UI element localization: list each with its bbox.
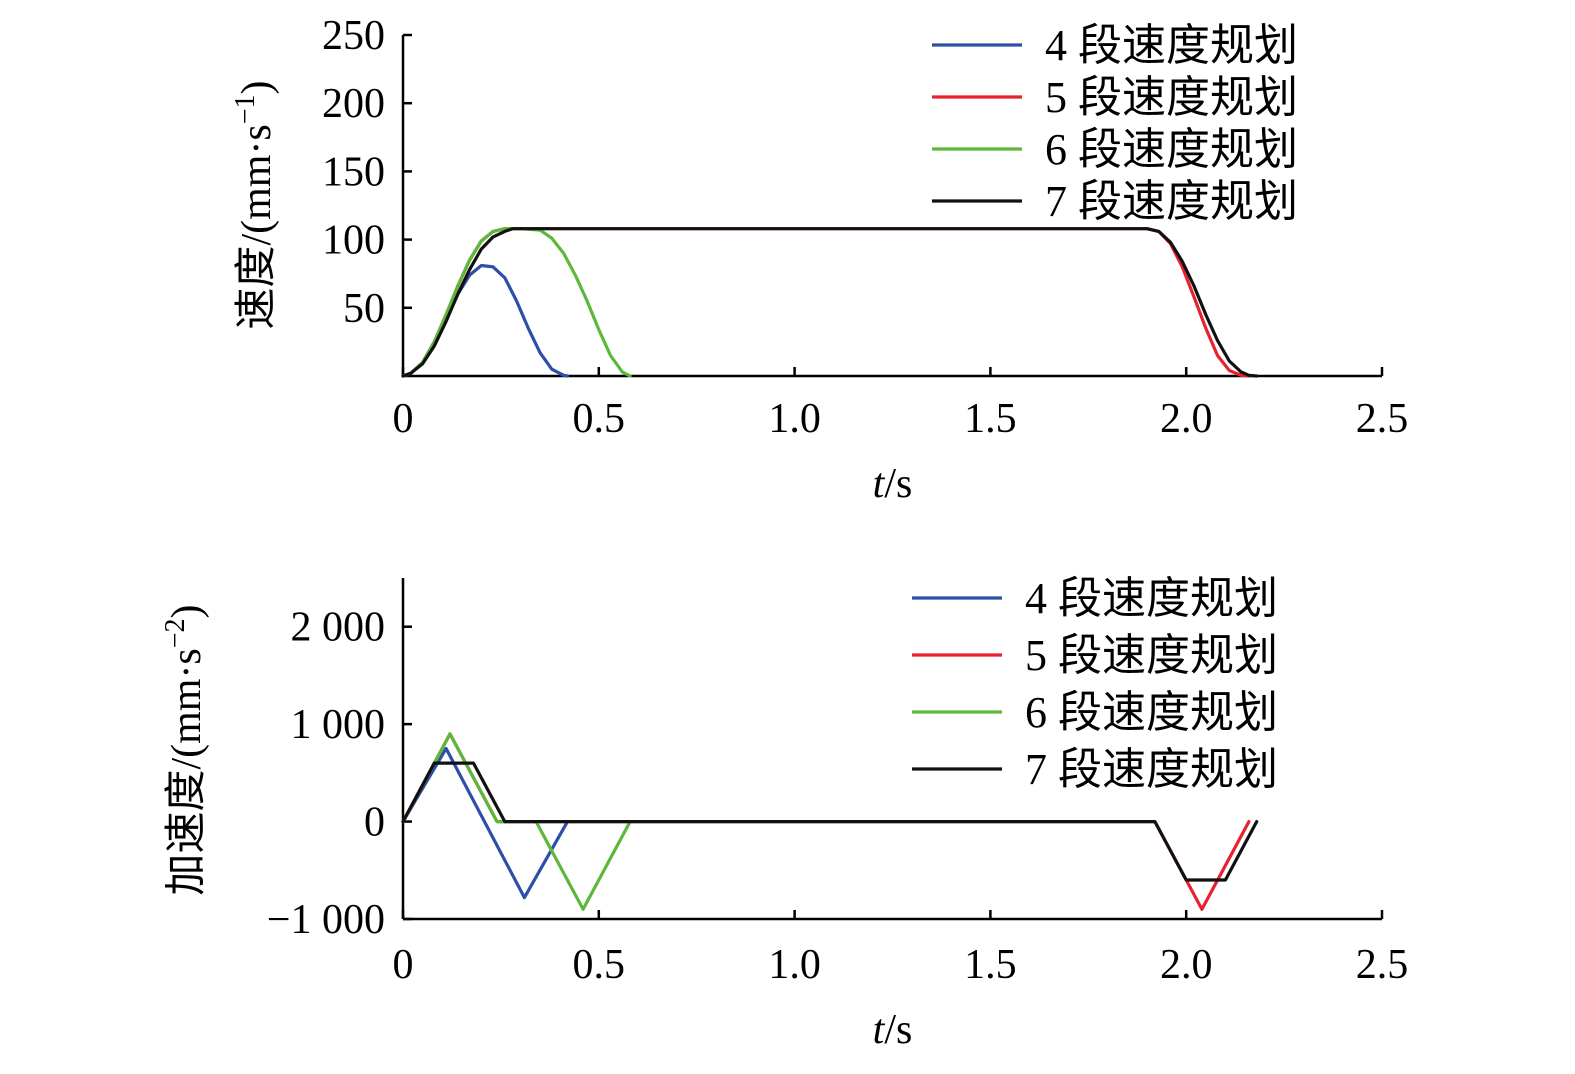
legend-label: 5 段速度规划 (1025, 631, 1278, 680)
y-tick-label: −1 000 (267, 897, 385, 943)
x-axis-title: t/s (873, 461, 913, 507)
y-tick-label: 150 (322, 149, 385, 195)
legend-label: 6 段速度规划 (1025, 688, 1278, 737)
series-line-4 (401, 746, 570, 900)
x-tick-label: 1.5 (964, 942, 1017, 988)
x-tick-label: 0.5 (573, 396, 626, 442)
legend-label: 7 段速度规划 (1045, 177, 1298, 226)
y-tick-label: 250 (322, 13, 385, 59)
y-axis-title-main: 速度/(mm·s (234, 124, 280, 329)
x-tick-label: 0 (393, 942, 414, 988)
x-axis-title-variable: t (873, 1007, 886, 1053)
legend-label: 4 段速度规划 (1025, 574, 1278, 623)
velocity-chart: 0 0.5 1.0 1.5 2.0 2.5 50 100 150 200 250 t/s 速度/(mm·… (230, 13, 1408, 507)
legend-label: 7 段速度规划 (1025, 745, 1278, 794)
x-axis-title-unit: /s (884, 1007, 912, 1053)
series-line-5 (401, 227, 1251, 378)
x-tick-label: 1.0 (768, 396, 821, 442)
x-tick-label: 1.5 (964, 396, 1017, 442)
y-axis-title: 加速度/(mm·s−2) (160, 604, 210, 895)
x-axis-title: t/s (873, 1007, 913, 1053)
x-axis-title-unit: /s (884, 461, 912, 507)
y-axis-title-close: ) (164, 604, 210, 618)
y-axis-title-exponent: −1 (230, 94, 261, 124)
y-tick-label: 2 000 (291, 605, 386, 651)
y-axis-title: 速度/(mm·s−1) (230, 80, 280, 329)
x-tick-label: 1.0 (768, 942, 821, 988)
y-tick-label: 200 (322, 81, 385, 127)
y-axis-title-main: 加速度/(mm·s (164, 648, 210, 895)
series-line-7 (401, 227, 1259, 378)
legend-label: 5 段速度规划 (1045, 73, 1298, 122)
series-line-4 (401, 263, 570, 378)
legend-label: 4 段速度规划 (1045, 21, 1298, 70)
x-tick-label: 2.0 (1160, 942, 1213, 988)
legend-label: 6 段速度规划 (1045, 125, 1298, 174)
x-axis-title-variable: t (873, 461, 886, 507)
x-tick-label: 2.5 (1356, 396, 1409, 442)
y-tick-label: 50 (343, 286, 385, 332)
y-tick-label: 100 (322, 218, 385, 264)
x-tick-label: 0 (393, 396, 414, 442)
x-tick-label: 0.5 (573, 942, 626, 988)
y-tick-label: 1 000 (291, 702, 386, 748)
series-line-7 (401, 761, 1259, 882)
y-tick-label: 0 (364, 800, 385, 846)
y-axis-title-close: ) (234, 80, 280, 94)
y-axis-title-exponent: −2 (160, 618, 191, 648)
x-tick-label: 2.5 (1356, 942, 1409, 988)
x-tick-label: 2.0 (1160, 396, 1213, 442)
